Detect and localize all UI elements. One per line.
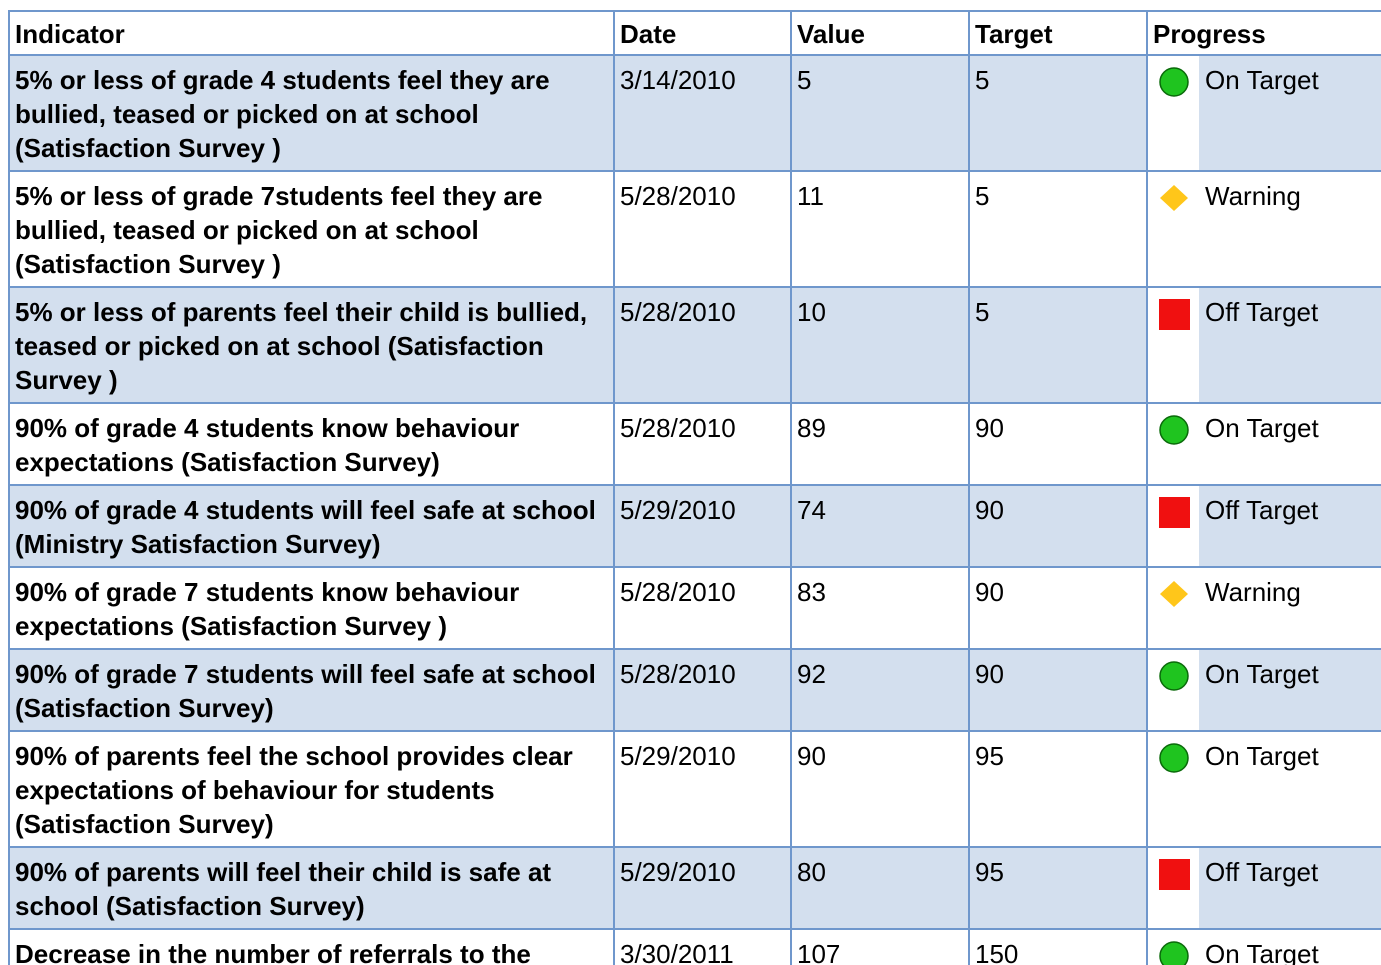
target-cell: 90: [968, 648, 1148, 732]
indicator-row: Decrease in the number of referrals to t…: [8, 928, 1381, 965]
indicator-row: 90% of parents feel the school provides …: [8, 730, 1381, 848]
value-cell: 92: [790, 648, 970, 732]
status-icon: [1160, 185, 1188, 211]
status-shape: [1159, 415, 1189, 445]
status-icon-cell: [1146, 730, 1199, 848]
target-cell: 90: [968, 566, 1148, 650]
column-header: Date: [613, 10, 792, 56]
indicator-table: Indicator Date Value Target Progress 5% or l…: [8, 10, 1381, 965]
indicator-cell: 5% or less of grade 4 students feel they…: [8, 54, 615, 172]
status-icon-cell: [1146, 928, 1199, 965]
status-icon-cell: [1146, 846, 1199, 930]
status-text-cell: On Target: [1199, 730, 1381, 848]
status-text-cell: Off Target: [1199, 846, 1381, 930]
table-viewport: Indicator Date Value Target Progress 5% or l…: [8, 10, 1381, 965]
indicator-cell: 90% of grade 4 students will feel safe a…: [8, 484, 615, 568]
target-cell: 150: [968, 928, 1148, 965]
column-header: Target: [968, 10, 1148, 56]
indicator-cell: 5% or less of grade 7students feel they …: [8, 170, 615, 288]
status-icon-cell: [1146, 484, 1199, 568]
status-icon: [1159, 661, 1189, 691]
status-text-cell: Warning: [1199, 170, 1381, 288]
status-text-cell: On Target: [1199, 402, 1381, 486]
target-cell: 90: [968, 402, 1148, 486]
status-icon-cell: [1146, 566, 1199, 650]
indicator-cell: 90% of grade 4 students know behaviour e…: [8, 402, 615, 486]
status-icon: [1159, 941, 1189, 965]
status-icon-cell: [1146, 402, 1199, 486]
column-header: Progress: [1145, 10, 1381, 56]
status-text-cell: On Target: [1199, 648, 1381, 732]
indicator-cell: 90% of grade 7 students will feel safe a…: [8, 648, 615, 732]
indicator-cell: Decrease in the number of referrals to t…: [8, 928, 615, 965]
status-icon: [1159, 859, 1190, 890]
target-cell: 90: [968, 484, 1148, 568]
date-cell: 3/30/2011: [613, 928, 792, 965]
indicator-row: 5% or less of grade 4 students feel they…: [8, 54, 1381, 172]
column-header: Indicator: [8, 10, 615, 56]
status-text-cell: Off Target: [1199, 286, 1381, 404]
status-shape: [1159, 661, 1189, 691]
status-text-cell: Off Target: [1199, 484, 1381, 568]
indicator-row: 5% or less of grade 7students feel they …: [8, 170, 1381, 288]
target-cell: 5: [968, 286, 1148, 404]
value-cell: 80: [790, 846, 970, 930]
value-cell: 10: [790, 286, 970, 404]
status-shape: [1159, 299, 1190, 330]
date-cell: 3/14/2010: [613, 54, 792, 172]
status-icon: [1159, 67, 1189, 97]
status-shape: [1160, 581, 1188, 607]
value-cell: 107: [790, 928, 970, 965]
status-text-cell: On Target: [1199, 928, 1381, 965]
status-icon-cell: [1146, 54, 1199, 172]
status-shape: [1160, 185, 1188, 211]
status-shape: [1159, 941, 1189, 965]
indicator-row: 5% or less of parents feel their child i…: [8, 286, 1381, 404]
status-text-cell: Warning: [1199, 566, 1381, 650]
date-cell: 5/28/2010: [613, 170, 792, 288]
value-cell: 11: [790, 170, 970, 288]
status-shape: [1159, 497, 1190, 528]
date-cell: 5/29/2010: [613, 730, 792, 848]
status-icon: [1159, 497, 1190, 528]
target-cell: 5: [968, 54, 1148, 172]
date-cell: 5/28/2010: [613, 566, 792, 650]
date-cell: 5/29/2010: [613, 484, 792, 568]
indicator-cell: 5% or less of parents feel their child i…: [8, 286, 615, 404]
value-cell: 5: [790, 54, 970, 172]
status-icon: [1159, 415, 1189, 445]
status-icon: [1159, 299, 1190, 330]
status-shape: [1159, 743, 1189, 773]
column-header: Value: [790, 10, 970, 56]
status-shape: [1159, 859, 1190, 890]
status-shape: [1159, 67, 1189, 97]
indicator-row: 90% of grade 4 students know behaviour e…: [8, 402, 1381, 486]
indicator-row: 90% of parents will feel their child is …: [8, 846, 1381, 930]
status-icon-cell: [1146, 286, 1199, 404]
date-cell: 5/28/2010: [613, 648, 792, 732]
indicator-row: 90% of grade 4 students will feel safe a…: [8, 484, 1381, 568]
indicator-cell: 90% of grade 7 students know behaviour e…: [8, 566, 615, 650]
indicator-row: 90% of grade 7 students know behaviour e…: [8, 566, 1381, 650]
value-cell: 74: [790, 484, 970, 568]
indicator-row: 90% of grade 7 students will feel safe a…: [8, 648, 1381, 732]
date-cell: 5/29/2010: [613, 846, 792, 930]
value-cell: 89: [790, 402, 970, 486]
value-cell: 90: [790, 730, 970, 848]
date-cell: 5/28/2010: [613, 402, 792, 486]
target-cell: 95: [968, 846, 1148, 930]
indicator-cell: 90% of parents feel the school provides …: [8, 730, 615, 848]
value-cell: 83: [790, 566, 970, 650]
status-text-cell: On Target: [1199, 54, 1381, 172]
indicator-cell: 90% of parents will feel their child is …: [8, 846, 615, 930]
status-icon: [1159, 743, 1189, 773]
target-cell: 5: [968, 170, 1148, 288]
header-row: Indicator Date Value Target Progress: [8, 10, 1381, 56]
status-icon: [1160, 581, 1188, 607]
target-cell: 95: [968, 730, 1148, 848]
date-cell: 5/28/2010: [613, 286, 792, 404]
status-icon-cell: [1146, 648, 1199, 732]
status-icon-cell: [1146, 170, 1199, 288]
